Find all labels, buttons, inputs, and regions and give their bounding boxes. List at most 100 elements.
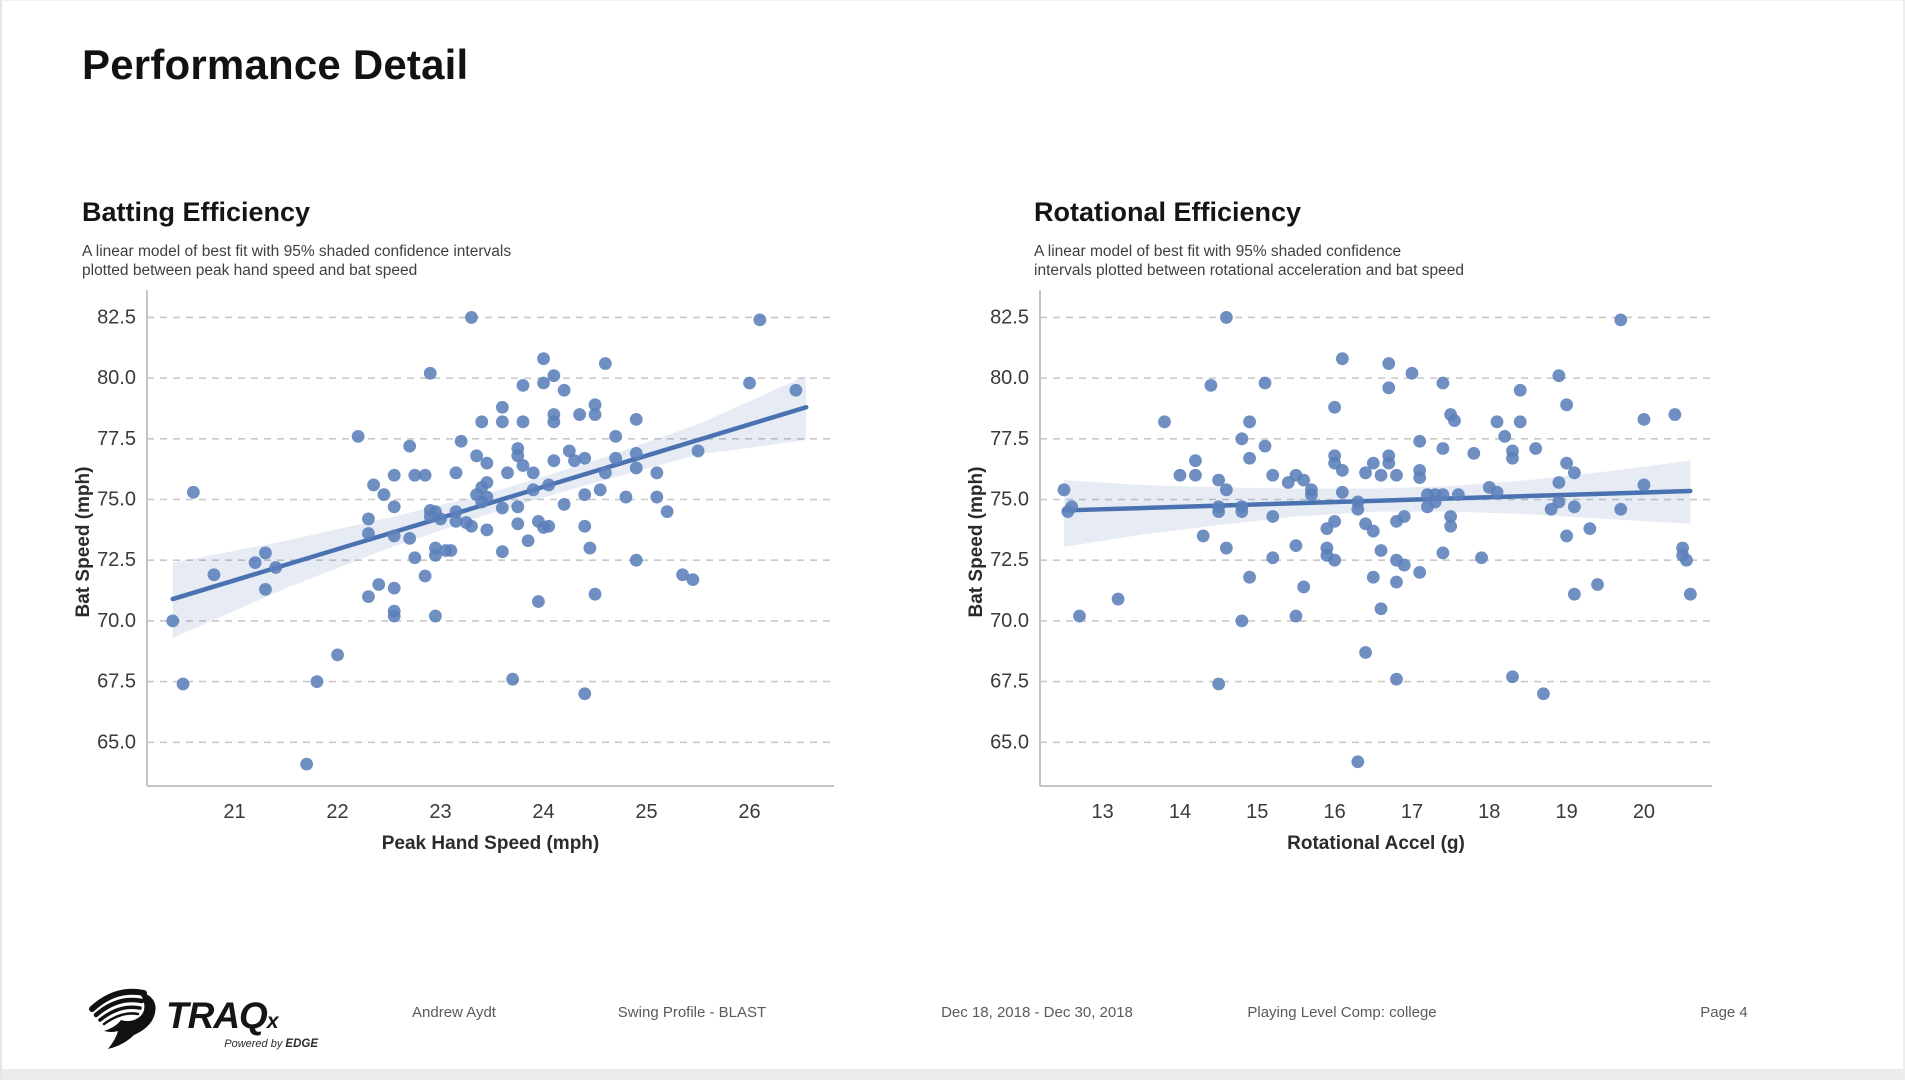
scatter-point [650,490,664,504]
scatter-point [1073,609,1086,623]
scatter-point [526,483,540,497]
scatter-point [568,454,581,468]
scatter-point [1397,510,1411,523]
scatter-point [531,514,545,528]
scatter-point [629,412,643,426]
scatter-point [428,548,442,562]
subtitle-line: A linear model of best fit with 95% shad… [82,243,512,260]
scatter-point [351,429,365,443]
scatter-point [1560,456,1574,470]
scatter-point [686,573,700,587]
scatter-point [789,383,803,397]
scatter-point [526,466,540,480]
traqx-bird-icon [89,988,156,1049]
confidence-band [172,375,807,638]
y-tick-label: 65.0 [990,731,1029,753]
scatter-point [1382,456,1396,470]
scatter-point [557,383,571,397]
scatter-point [1428,488,1442,502]
scatter-point [1397,558,1411,572]
scatter-point [428,505,442,519]
scatter-point [1065,500,1079,514]
scatter-point [598,357,612,370]
scatter-point [1359,517,1372,531]
scatter-point [1506,451,1519,465]
scatter-point [1451,488,1465,502]
scatter-point [1281,476,1295,489]
confidence-band [1063,460,1691,547]
scatter-point [1219,483,1233,497]
x-tick-label: 22 [326,801,348,823]
y-tick-label: 75.0 [97,489,136,511]
batting-efficiency-subtitle: A linear model of best fit with 95% shad… [82,242,842,280]
rotational-efficiency-header: Rotational Efficiency A linear model of … [1034,197,1794,280]
y-axis-title: Bat Speed (mph) [73,467,94,618]
scatter-point [511,442,525,455]
scatter-point [1382,381,1396,395]
scatter-point [660,505,674,519]
y-tick-label: 67.5 [97,671,136,693]
scatter-point [1676,548,1690,562]
trend-line [170,405,809,602]
scatter-point [588,587,602,601]
scatter-point [423,366,437,380]
footer-playing-level: Playing Level Comp: college [1247,1004,1437,1021]
scatter-point [1289,468,1303,482]
scatter-point [387,604,401,618]
scatter-point [1305,488,1318,502]
x-tick-label: 21 [223,801,245,823]
scatter-point [495,400,509,414]
scatter-point [1444,408,1458,421]
scatter-point [501,466,514,480]
scatter-point [1212,677,1226,691]
batting-efficiency-header: Batting Efficiency A linear model of bes… [82,197,842,280]
scatter-point [1490,485,1504,499]
x-axis-title: Rotational Accel (g) [1287,833,1465,854]
x-tick-label: 16 [1324,801,1346,823]
scatter-point [1219,311,1233,324]
scatter-point [1436,488,1450,502]
scatter-point [1490,415,1504,429]
scatter-point [1390,468,1403,482]
scatter-point [418,569,432,583]
scatter-point [578,451,592,465]
scatter-point [423,510,437,523]
scatter-point [408,551,422,565]
scatter-point [1328,400,1342,414]
scatter-point [470,488,483,502]
scatter-point [1335,463,1349,477]
y-tick-label: 75.0 [990,489,1029,511]
scatter-point [537,376,550,390]
scatter-point [1266,510,1280,523]
scatter-point [1366,456,1380,470]
scatter-point [1351,502,1365,516]
scatter-point [547,369,561,383]
scatter-point [1668,408,1682,421]
scatter-point [387,581,401,595]
scatter-point [609,451,623,465]
scatter-point [506,672,520,686]
scatter-point [1212,473,1226,487]
scatter-point [449,514,463,528]
scatter-point [1328,553,1342,567]
scatter-point [1328,514,1342,528]
scatter-point [1583,522,1597,536]
y-tick-label: 82.5 [990,306,1029,328]
scatter-point [691,444,705,458]
scatter-point [516,459,530,472]
scatter-point [743,376,756,390]
scatter-point [449,466,463,480]
scatter-point [1498,429,1512,443]
y-tick-label: 80.0 [97,367,136,389]
scatter-point [1374,602,1388,616]
scatter-point [403,439,417,453]
scatter-point [470,449,483,463]
footer-page-number: Page 4 [1700,1004,1748,1021]
scatter-point [1444,519,1458,533]
scatter-point [387,529,401,543]
scatter-point [310,675,324,689]
scatter-point [1297,473,1311,487]
x-tick-label: 25 [635,801,657,823]
scatter-point [387,500,401,514]
